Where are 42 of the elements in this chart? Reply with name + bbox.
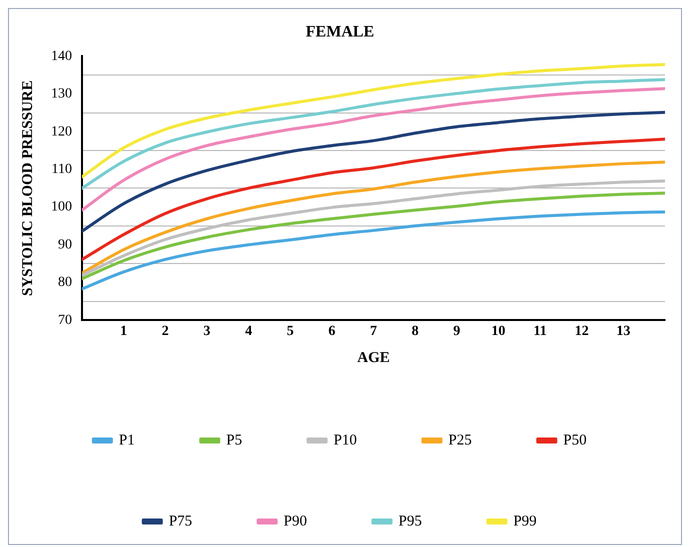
y-tick-label: 90 [58, 237, 72, 252]
line-series [82, 138, 665, 261]
legend-label: P95 [398, 513, 422, 530]
x-tick-label: 12 [574, 324, 589, 340]
line-series [82, 192, 665, 280]
legend-label: P50 [563, 432, 587, 448]
legend-label: P25 [448, 432, 472, 448]
y-tick-label: 130 [51, 86, 72, 102]
legend-label: P75 [168, 513, 192, 530]
x-tick-label: 3 [203, 324, 210, 340]
x-tick-label: 2 [162, 324, 169, 340]
x-tick-label: 10 [491, 324, 506, 340]
x-tick-label: 8 [412, 324, 419, 340]
x-tick-label: 5 [286, 324, 294, 340]
x-tick-label: 9 [453, 324, 460, 340]
line-series [82, 180, 665, 277]
y-tick-label: 100 [51, 200, 72, 215]
x-axis-title: AGE [357, 350, 390, 366]
x-tick-label: 6 [328, 324, 336, 340]
x-tick-label: 1 [120, 324, 128, 340]
y-tick-label: 80 [58, 275, 72, 290]
x-tick-label: 13 [616, 324, 630, 340]
y-axis-title: SYSTOLIC BLOOD PRESSURE [20, 80, 36, 296]
legend-label: P1 [118, 432, 135, 448]
y-tick-label: 110 [52, 162, 72, 178]
line-series [82, 110, 665, 233]
y-tick-label: 120 [51, 124, 72, 140]
line-series [82, 210, 665, 290]
legend-label: P5 [226, 432, 242, 448]
line-series [82, 62, 665, 178]
chart-title: FEMALE [306, 24, 374, 41]
x-tick-label: 11 [533, 324, 547, 340]
x-tick-label: 4 [245, 324, 252, 340]
legend-label: P90 [284, 513, 307, 530]
line-series [82, 87, 665, 212]
y-tick-label: 140 [51, 48, 72, 64]
legend-label: P99 [513, 513, 537, 530]
legend-label: P10 [334, 432, 357, 448]
line-series [82, 78, 665, 190]
x-tick-label: 7 [370, 324, 377, 340]
line-series [82, 160, 665, 275]
y-tick-label: 70 [58, 312, 72, 328]
